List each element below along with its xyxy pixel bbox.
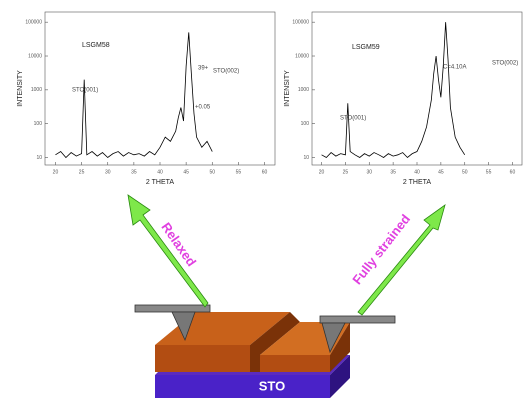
x-tick-label: 20 — [53, 169, 59, 175]
y-tick-label: 100000 — [292, 20, 309, 26]
annotation: 39+ — [198, 66, 209, 72]
annotation: STO(002) — [213, 69, 239, 75]
x-tick-label: 55 — [236, 169, 242, 175]
y-tick-label: 10000 — [295, 53, 309, 59]
x-tick-label: 40 — [157, 169, 163, 175]
x-tick-label: 25 — [79, 169, 85, 175]
y-axis-label: INTENSITY — [17, 70, 24, 107]
x-axis-label: 2 THETA — [146, 179, 174, 186]
annotation: STO(001) — [340, 116, 366, 122]
x-tick-label: 45 — [438, 169, 444, 175]
y-tick-label: 100 — [34, 121, 43, 127]
y-tick-label: 10 — [303, 155, 309, 161]
x-tick-label: 55 — [486, 169, 492, 175]
x-tick-label: 50 — [462, 169, 468, 175]
arrow-label: Fully strained — [349, 211, 413, 287]
y-tick-label: 10000 — [28, 53, 42, 59]
annotation: STO(002) — [492, 61, 518, 67]
spectrum — [55, 32, 212, 157]
figure: Relaxed Fully strained STO 20 25 30 35 40 45 5… — [0, 0, 527, 400]
sample-diagram: Relaxed Fully strained STO — [128, 195, 445, 398]
x-tick-label: 35 — [390, 169, 396, 175]
x-tick-label: 40 — [414, 169, 420, 175]
y-tick-label: 10 — [36, 155, 42, 161]
annotation: STO(001) — [72, 88, 98, 94]
spectrum — [322, 22, 465, 157]
x-tick-label: 60 — [510, 169, 516, 175]
x-tick-label: 20 — [319, 169, 325, 175]
y-tick-label: 1000 — [298, 87, 309, 93]
x-tick-label: 50 — [209, 169, 215, 175]
y-tick-label: 100 — [301, 121, 310, 127]
substrate-front — [155, 375, 330, 398]
cantilever — [320, 316, 395, 323]
x-tick-label: 30 — [366, 169, 372, 175]
y-axis-label: INTENSITY — [284, 70, 291, 107]
x-tick-label: 35 — [131, 169, 137, 175]
x-tick-label: 30 — [105, 169, 111, 175]
plot-frame — [312, 12, 522, 165]
substrate-label: STO — [259, 378, 286, 393]
chart-title: LSGM59 — [352, 44, 380, 51]
x-axis-label: 2 THETA — [403, 179, 431, 186]
arrow — [128, 195, 208, 307]
y-tick-label: 1000 — [31, 87, 42, 93]
film-left-front — [155, 345, 250, 372]
film-right-front — [260, 355, 330, 372]
x-tick-label: 25 — [343, 169, 349, 175]
annotation: +0.05 — [195, 105, 211, 111]
y-tick-label: 100000 — [25, 20, 42, 26]
annotation: C=4.10A — [443, 65, 467, 71]
x-tick-label: 45 — [183, 169, 189, 175]
x-tick-label: 60 — [262, 169, 268, 175]
cantilever — [135, 305, 210, 312]
chart-title: LSGM58 — [82, 42, 110, 49]
